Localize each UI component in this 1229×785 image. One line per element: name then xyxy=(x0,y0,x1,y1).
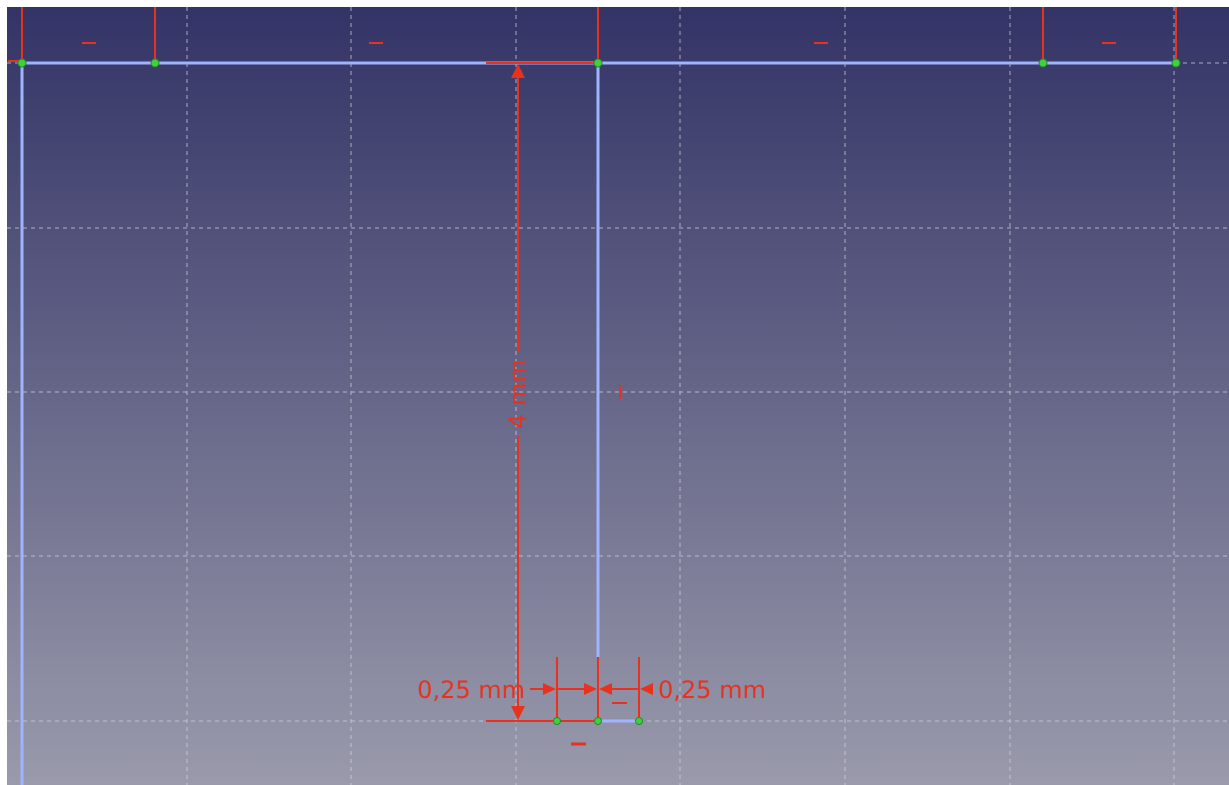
arrowhead-down xyxy=(511,706,525,720)
viewport-background xyxy=(7,7,1229,785)
height-dimension-label[interactable]: 4 mm xyxy=(504,359,532,429)
vertex-point[interactable] xyxy=(553,717,561,725)
arrowhead-right xyxy=(584,683,597,695)
vertex-point[interactable] xyxy=(1038,58,1048,68)
left-width-dimension-label[interactable]: 0,25 mm xyxy=(417,676,525,704)
vertex-point[interactable] xyxy=(635,717,643,725)
vertex-point[interactable] xyxy=(150,58,160,68)
arrowhead-left xyxy=(599,683,612,695)
sketch-vertices xyxy=(17,58,1181,725)
vertex-point[interactable] xyxy=(1171,58,1181,68)
arrowhead-right xyxy=(543,683,556,695)
dimension-arrowheads xyxy=(511,64,653,720)
vertex-point[interactable] xyxy=(594,717,602,725)
vertex-point[interactable] xyxy=(17,58,27,68)
arrowhead-up xyxy=(511,64,525,78)
constraint-layer xyxy=(8,7,1177,746)
right-width-dimension-label[interactable]: 0,25 mm xyxy=(658,676,766,704)
sketch-geometry xyxy=(20,61,1176,785)
vertex-point[interactable] xyxy=(593,58,603,68)
arrowhead-left xyxy=(640,683,653,695)
